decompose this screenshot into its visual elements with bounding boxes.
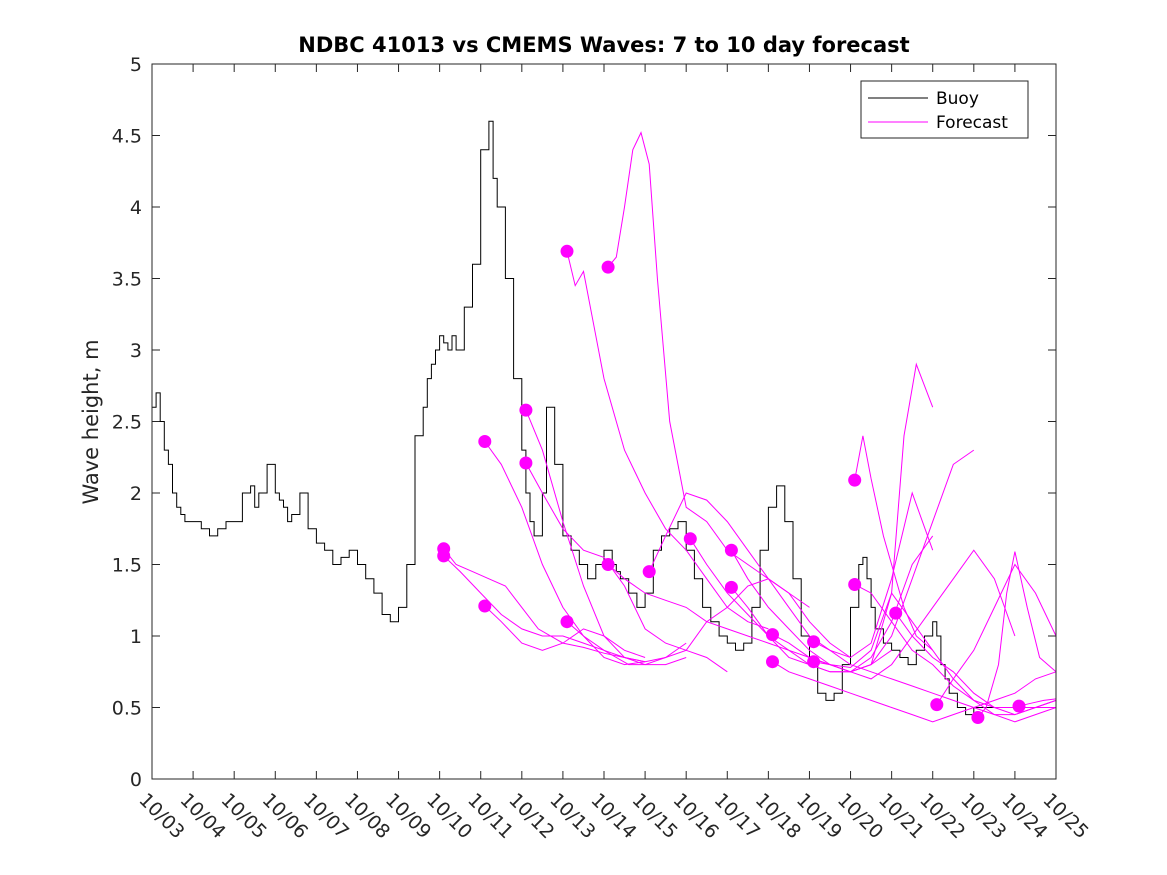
plot-frame <box>151 63 1057 780</box>
forecast-line-6 <box>525 462 728 673</box>
forecast-start-marker <box>519 456 533 470</box>
forecast-start-marker <box>724 543 738 557</box>
legend-label-buoy: Buoy <box>936 89 979 109</box>
buoy-layer <box>152 120 1056 716</box>
y-tick-label: 2.5 <box>112 412 142 434</box>
forecast-line-2 <box>443 555 646 663</box>
forecast-line-22 <box>936 563 1057 705</box>
y-tick-labels: 0 0.5 1 1.5 2 2.5 3 3.5 4 4.5 5 <box>112 54 142 791</box>
axis-ticks <box>151 63 1057 780</box>
forecast-line-16 <box>772 661 1057 723</box>
forecast-line-21 <box>895 612 1057 716</box>
legend-box <box>860 80 1029 139</box>
chart-title: NDBC 41013 vs CMEMS Waves: 7 to 10 day f… <box>298 33 909 57</box>
forecast-start-marker <box>724 580 738 594</box>
y-tick-label: 3.5 <box>112 269 142 291</box>
forecast-start-marker <box>1012 699 1026 713</box>
forecast-line-8 <box>566 578 810 666</box>
forecast-start-marker <box>478 435 492 448</box>
forecast-line-11 <box>648 491 934 659</box>
forecast-start-marker <box>848 473 862 487</box>
forecast-start-marker <box>642 565 656 579</box>
legend-label-forecast: Forecast <box>936 113 1008 133</box>
y-tick-label: 3 <box>130 340 142 362</box>
forecast-start-marker <box>437 549 451 563</box>
forecast-line-9 <box>607 131 851 658</box>
y-tick-label: 0 <box>130 769 142 791</box>
y-axis-label: Wave height, m <box>79 339 103 504</box>
plot-area <box>152 64 1056 779</box>
forecast-start-marker <box>807 655 821 669</box>
forecast-start-marker <box>930 698 944 712</box>
y-tick-label: 4.5 <box>112 126 142 148</box>
forecast-start-marker <box>848 578 862 591</box>
forecast-start-markers <box>437 244 1026 724</box>
buoy-line <box>152 120 1056 716</box>
y-tick-label: 1 <box>130 626 142 648</box>
legend: Buoy Forecast <box>860 80 1029 139</box>
forecast-line-23 <box>977 551 1057 718</box>
forecast-start-marker <box>683 532 697 546</box>
forecast-start-marker <box>889 606 903 620</box>
forecast-start-marker <box>766 655 779 669</box>
y-tick-label: 4 <box>130 197 142 219</box>
forecast-start-marker <box>519 403 533 417</box>
forecast-line-4 <box>484 605 646 658</box>
forecast-start-marker <box>601 558 615 571</box>
y-tick-label: 0.5 <box>112 698 142 720</box>
y-tick-label: 1.5 <box>112 555 142 577</box>
forecast-line-1 <box>443 548 646 663</box>
forecast-line-5 <box>525 409 687 666</box>
y-tick-label: 5 <box>130 54 142 76</box>
forecast-start-marker <box>560 615 574 629</box>
forecast-line-19 <box>854 435 934 651</box>
y-tick-label: 2 <box>130 483 142 505</box>
forecast-start-marker <box>766 628 779 642</box>
forecast-start-marker <box>478 599 492 613</box>
forecast-start-marker <box>807 635 821 649</box>
forecast-start-marker <box>560 244 574 258</box>
forecast-start-marker <box>971 711 985 724</box>
forecast-start-marker <box>601 260 615 274</box>
